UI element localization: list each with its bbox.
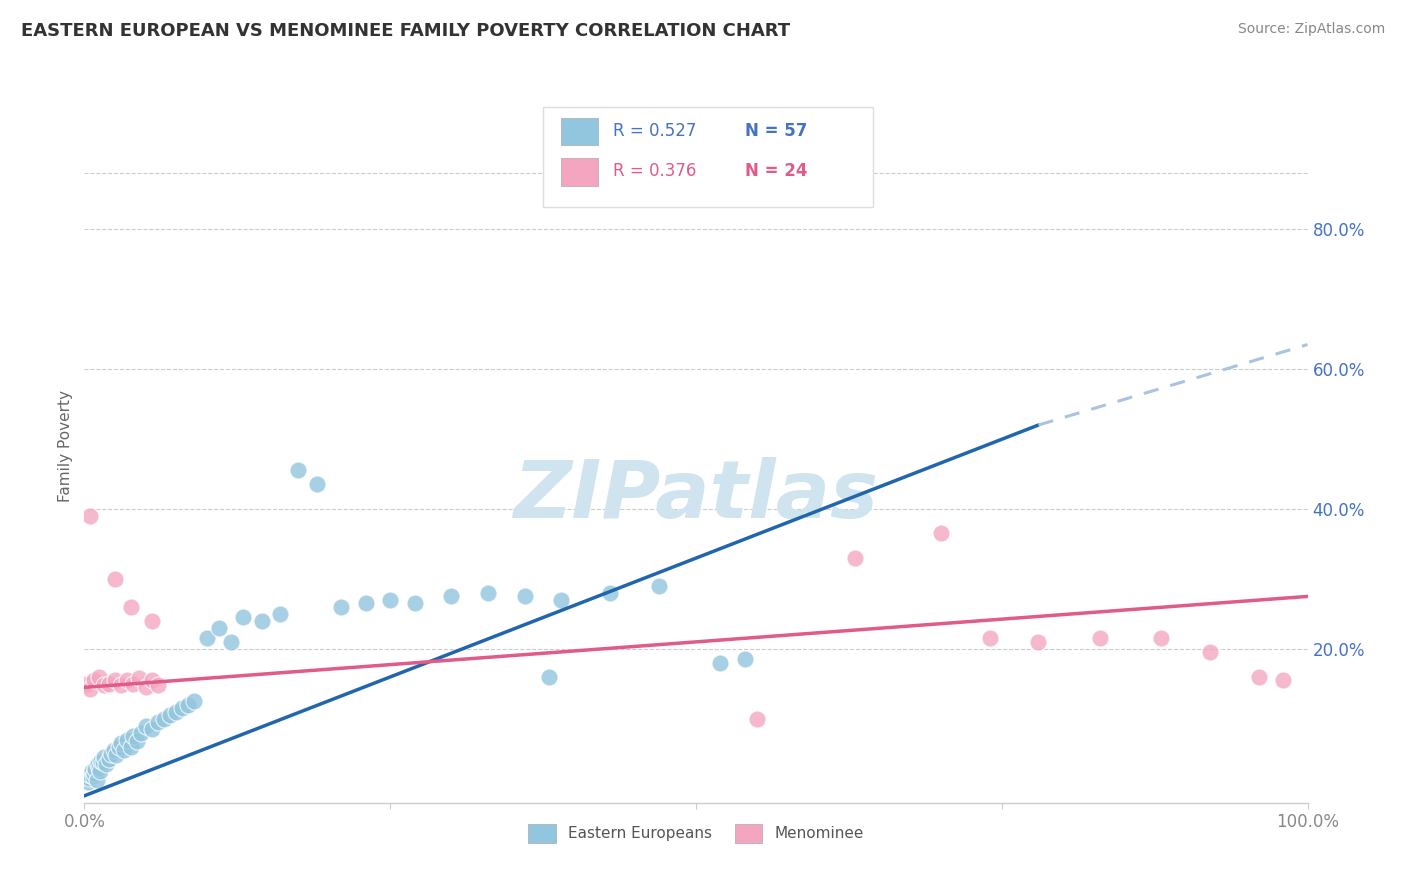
Point — [1198, 645, 1220, 659]
Text: N = 57: N = 57 — [745, 121, 807, 139]
Point — [734, 652, 756, 666]
Point — [104, 572, 127, 586]
Bar — [561, 159, 598, 186]
Point — [110, 678, 132, 692]
Point — [135, 681, 157, 695]
Point — [550, 593, 572, 607]
Text: Source: ZipAtlas.com: Source: ZipAtlas.com — [1237, 22, 1385, 37]
Legend: Eastern Europeans, Menominee: Eastern Europeans, Menominee — [522, 818, 870, 848]
Point — [269, 607, 291, 621]
Point — [100, 747, 122, 761]
Point — [97, 677, 120, 691]
Text: EASTERN EUROPEAN VS MENOMINEE FAMILY POVERTY CORRELATION CHART: EASTERN EUROPEAN VS MENOMINEE FAMILY POV… — [21, 22, 790, 40]
Point — [110, 736, 132, 750]
Point — [122, 677, 145, 691]
Point — [103, 743, 125, 757]
Point — [135, 719, 157, 733]
Point — [165, 705, 187, 719]
Point — [83, 766, 105, 780]
Point — [115, 732, 138, 747]
Point — [79, 768, 101, 782]
Point — [122, 729, 145, 743]
Point — [77, 772, 100, 786]
Point — [195, 632, 218, 646]
Point — [219, 635, 242, 649]
Point — [979, 632, 1001, 646]
Point — [120, 599, 142, 614]
Point — [146, 678, 169, 692]
FancyBboxPatch shape — [543, 107, 873, 207]
Point — [96, 757, 118, 772]
Point — [1088, 632, 1111, 646]
Point — [107, 739, 129, 754]
Point — [1247, 670, 1270, 684]
Point — [125, 734, 148, 748]
Point — [177, 698, 200, 712]
Text: R = 0.527: R = 0.527 — [613, 121, 696, 139]
Point — [89, 764, 111, 779]
Point — [232, 610, 254, 624]
Point — [1150, 632, 1173, 646]
Point — [79, 682, 101, 697]
Point — [141, 673, 163, 688]
Point — [354, 596, 377, 610]
Point — [83, 673, 105, 688]
Point — [330, 599, 353, 614]
Point — [129, 726, 152, 740]
Point — [648, 579, 671, 593]
Point — [128, 671, 150, 685]
Point — [1028, 635, 1050, 649]
Point — [477, 586, 499, 600]
Point — [97, 752, 120, 766]
Point — [86, 773, 108, 788]
Point — [208, 621, 231, 635]
Point — [404, 596, 426, 610]
Point — [87, 757, 110, 772]
Point — [82, 769, 104, 783]
Text: ZIPatlas: ZIPatlas — [513, 457, 879, 535]
Point — [93, 678, 115, 692]
Point — [159, 708, 181, 723]
Point — [77, 774, 100, 789]
Text: R = 0.376: R = 0.376 — [613, 162, 696, 180]
Point — [105, 748, 128, 763]
Point — [287, 463, 309, 477]
Point — [929, 526, 952, 541]
Point — [440, 590, 463, 604]
Point — [513, 590, 536, 604]
Point — [844, 550, 866, 565]
Point — [76, 677, 98, 691]
Point — [146, 715, 169, 730]
Point — [90, 754, 112, 768]
Point — [153, 712, 176, 726]
Point — [84, 762, 107, 776]
Point — [120, 739, 142, 754]
Bar — [561, 118, 598, 145]
Point — [599, 586, 621, 600]
Point — [87, 670, 110, 684]
Point — [104, 673, 127, 688]
Point — [380, 593, 402, 607]
Point — [93, 750, 115, 764]
Point — [172, 701, 194, 715]
Point — [305, 477, 328, 491]
Point — [1272, 673, 1295, 688]
Point — [91, 756, 114, 770]
Point — [112, 743, 135, 757]
Point — [538, 670, 561, 684]
Point — [141, 723, 163, 737]
Point — [80, 764, 103, 779]
Point — [183, 694, 205, 708]
Point — [87, 761, 110, 775]
Point — [115, 673, 138, 688]
Text: N = 24: N = 24 — [745, 162, 807, 180]
Y-axis label: Family Poverty: Family Poverty — [58, 390, 73, 502]
Point — [747, 712, 769, 726]
Point — [79, 508, 101, 523]
Point — [141, 614, 163, 628]
Point — [709, 656, 731, 670]
Point — [250, 614, 273, 628]
